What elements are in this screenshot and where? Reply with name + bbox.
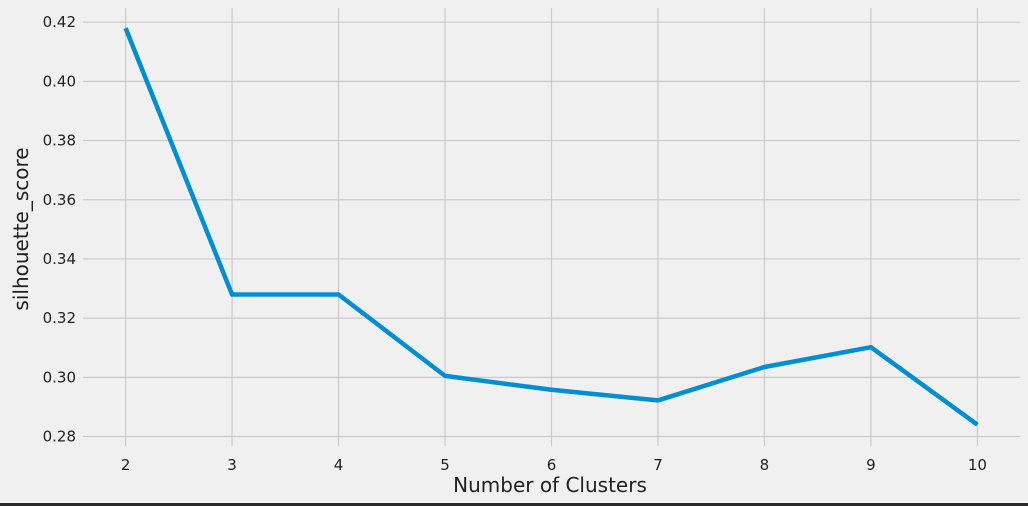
y-tick-label: 0.38	[43, 132, 76, 150]
y-tick-label: 0.32	[43, 309, 76, 327]
y-tick-label: 0.30	[43, 368, 76, 386]
y-tick-label: 0.40	[43, 72, 76, 90]
y-axis-label: silhouette_score	[9, 147, 33, 310]
bottom-border	[0, 503, 1028, 506]
x-tick-label: 2	[121, 456, 131, 474]
x-tick-label: 3	[227, 456, 237, 474]
y-tick-label: 0.28	[43, 428, 76, 446]
y-tick-label: 0.34	[43, 250, 76, 268]
x-tick-label: 6	[547, 456, 557, 474]
y-tick-label: 0.42	[43, 13, 76, 31]
x-tick-label: 5	[440, 456, 450, 474]
x-tick-label: 8	[760, 456, 770, 474]
x-tick-label: 9	[866, 456, 876, 474]
tick-labels: 2 3 4 5 6 7 8 9 10 0.28 0.30 0.32 0.34 0.36 0.38 0.40 0.…	[43, 13, 987, 474]
x-tick-label: 4	[334, 456, 344, 474]
x-tick-label: 7	[653, 456, 663, 474]
x-tick-label: 10	[968, 456, 987, 474]
series-layer	[123, 27, 979, 427]
grid-lines	[83, 8, 1020, 446]
x-axis-label: Number of Clusters	[453, 473, 647, 497]
y-tick-label: 0.36	[43, 191, 76, 209]
